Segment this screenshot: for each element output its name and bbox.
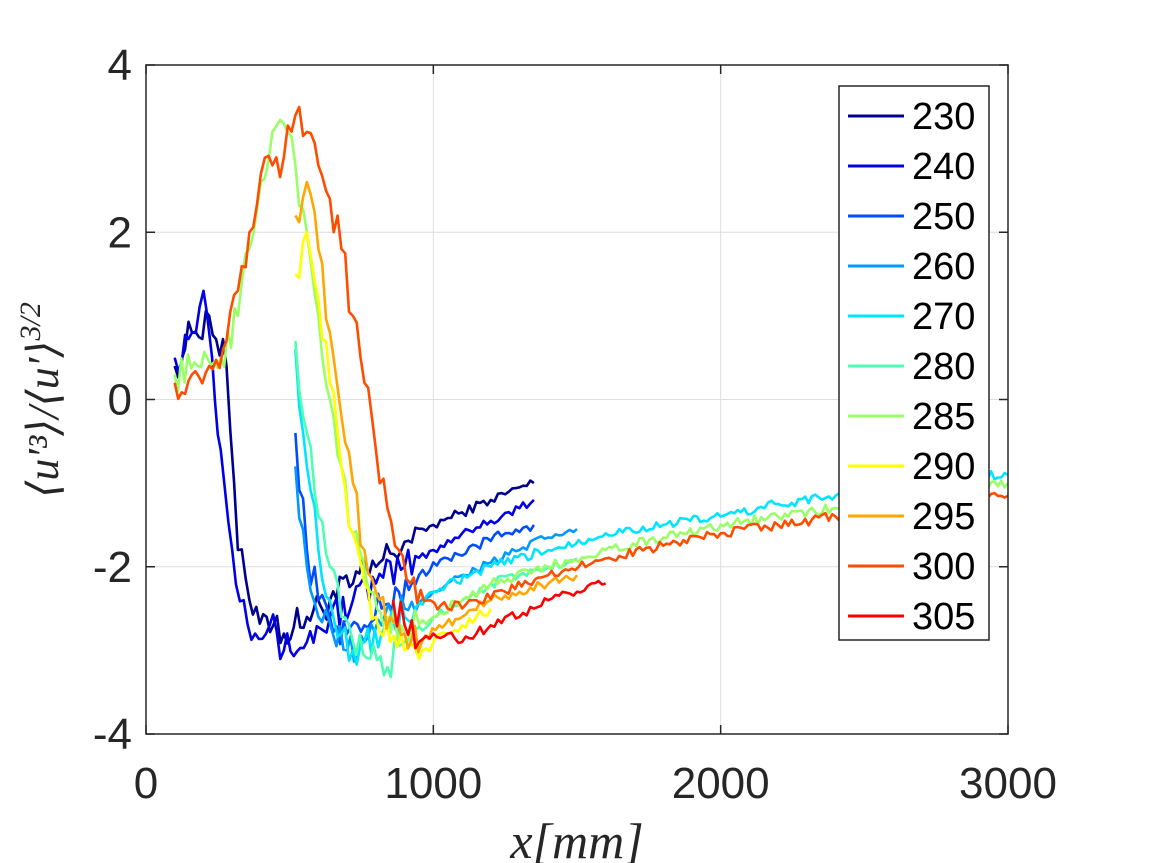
- ticks: [145, 64, 1009, 735]
- x-tick-label: 2000: [672, 759, 770, 808]
- y-tick-label: 2: [108, 208, 132, 257]
- x-tick-label: 1000: [384, 759, 482, 808]
- x-tick-label: 0: [134, 759, 158, 808]
- legend-label-295: 295: [912, 496, 975, 538]
- series-line-305: [391, 579, 607, 650]
- series-line-290: [294, 231, 492, 661]
- tick-labels: 0 1000 2000 3000 -4 -2 0 2 4: [93, 41, 1057, 808]
- legend-label-250: 250: [912, 196, 975, 238]
- legend-box: [838, 85, 990, 641]
- x-tick-label: 3000: [959, 759, 1057, 808]
- y-axis-label-sup: 3/2: [14, 302, 47, 341]
- x-axis-label: x[mm]: [509, 813, 643, 863]
- y-tick-label: 0: [108, 376, 132, 425]
- legend-label-305: 305: [912, 596, 975, 638]
- legend-label-270: 270: [912, 296, 975, 338]
- legend-label-285: 285: [912, 396, 975, 438]
- y-tick-label: -4: [93, 710, 132, 759]
- series-line-240: [173, 289, 535, 661]
- y-tick-label: 4: [108, 41, 132, 90]
- legend-label-300: 300: [912, 546, 975, 588]
- y-tick-label: -2: [93, 543, 132, 592]
- legend-label-260: 260: [912, 246, 975, 288]
- series-line-295: [294, 180, 579, 654]
- legend-label-240: 240: [912, 146, 975, 188]
- y-axis-label-main: ⟨u′³⟩/⟨u′⟩: [19, 341, 68, 498]
- legend: 230 240 250 260 270 280 285 290 295 300 305: [838, 85, 990, 641]
- series-line-230: [173, 309, 535, 645]
- legend-label-290: 290: [912, 446, 975, 488]
- legend-label-280: 280: [912, 346, 975, 388]
- y-axis-label: ⟨u′³⟩/⟨u′⟩3/2: [14, 302, 68, 498]
- legend-label-230: 230: [912, 96, 975, 138]
